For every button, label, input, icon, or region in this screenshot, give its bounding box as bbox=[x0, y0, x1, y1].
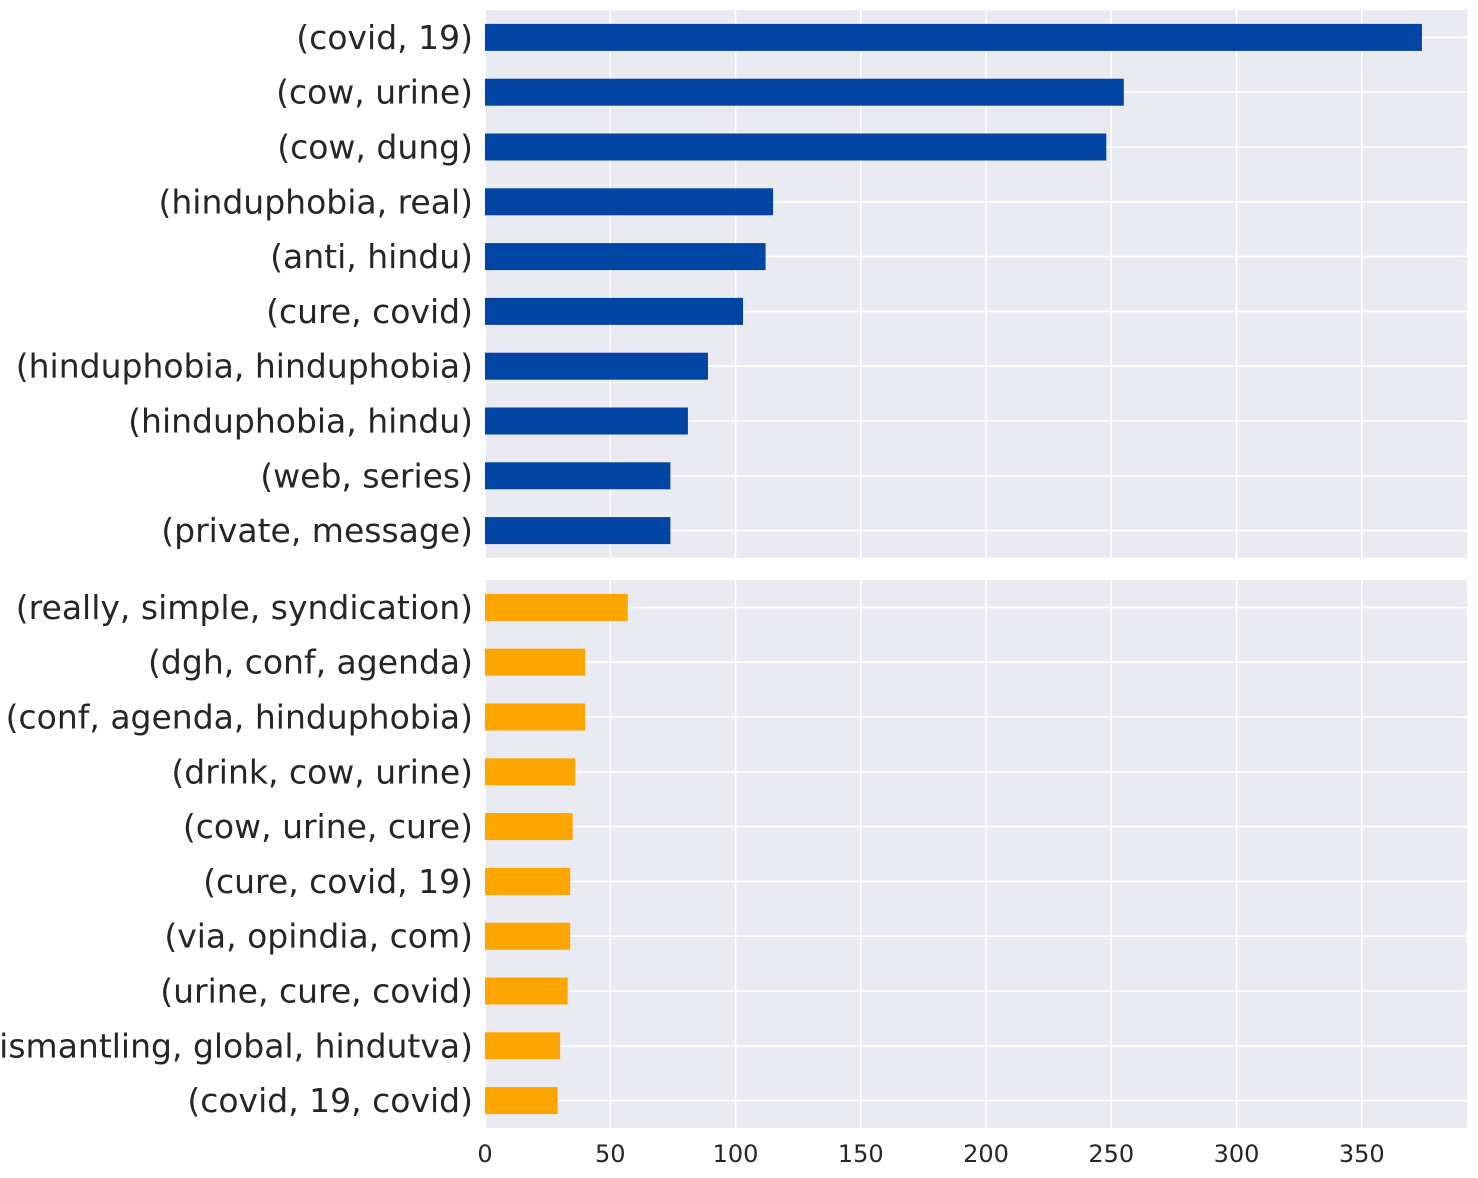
bar bbox=[485, 758, 576, 786]
category-label: (dgh, conf, agenda) bbox=[148, 643, 473, 682]
category-label: (covid, 19, covid) bbox=[187, 1081, 473, 1120]
x-tick-label: 50 bbox=[595, 1140, 626, 1168]
category-label: (urine, cure, covid) bbox=[160, 972, 473, 1011]
bar bbox=[485, 243, 766, 271]
category-label: (covid, 19) bbox=[296, 18, 473, 57]
bar bbox=[485, 1032, 561, 1060]
x-tick-label: 150 bbox=[838, 1140, 884, 1168]
bar bbox=[485, 78, 1124, 106]
category-label: (via, opindia, com) bbox=[164, 917, 473, 956]
bar bbox=[485, 462, 671, 490]
bar bbox=[485, 703, 586, 731]
category-label: (web, series) bbox=[260, 456, 473, 495]
category-label: (hinduphobia, hinduphobia) bbox=[16, 347, 473, 386]
category-label: (cow, urine, cure) bbox=[183, 807, 473, 846]
bar bbox=[485, 352, 708, 380]
bar bbox=[485, 23, 1422, 51]
category-label: (conf, agenda, hinduphobia) bbox=[6, 698, 473, 737]
x-tick-label: 300 bbox=[1214, 1140, 1260, 1168]
bar bbox=[485, 1087, 558, 1115]
bar bbox=[485, 867, 571, 895]
chart-panel-2: (really, simple, syndication) (dgh, conf,… bbox=[0, 580, 1467, 1168]
category-label: (dismantling, global, hindutva) bbox=[0, 1026, 473, 1065]
bar bbox=[485, 133, 1107, 161]
category-label: (hinduphobia, real) bbox=[158, 182, 473, 221]
x-tick-label: 350 bbox=[1339, 1140, 1385, 1168]
category-label: (anti, hindu) bbox=[270, 237, 473, 276]
bar bbox=[485, 188, 774, 216]
category-label: (drink, cow, urine) bbox=[171, 752, 473, 791]
bar bbox=[485, 517, 671, 545]
category-label: (cure, covid) bbox=[266, 292, 473, 331]
category-label: (cure, covid, 19) bbox=[203, 862, 473, 901]
bar bbox=[485, 648, 586, 676]
x-tick-label: 0 bbox=[477, 1140, 492, 1168]
category-label: (cow, urine) bbox=[276, 73, 473, 112]
bar bbox=[485, 593, 628, 621]
chart-panel-1: (covid, 19) (cow, urine) (cow, dung) (hindu… bbox=[16, 10, 1467, 558]
category-label: (cow, dung) bbox=[277, 128, 473, 167]
category-label: (private, message) bbox=[161, 511, 473, 550]
x-tick-label: 200 bbox=[963, 1140, 1009, 1168]
category-label: (hinduphobia, hindu) bbox=[128, 402, 473, 441]
x-tick-label: 250 bbox=[1088, 1140, 1134, 1168]
plot-background bbox=[485, 580, 1467, 1128]
bar bbox=[485, 407, 688, 435]
bar bbox=[485, 297, 744, 325]
bar bbox=[485, 922, 571, 950]
x-tick-label: 100 bbox=[713, 1140, 759, 1168]
category-label: (really, simple, syndication) bbox=[16, 588, 473, 627]
bar bbox=[485, 813, 573, 841]
bar bbox=[485, 977, 568, 1005]
